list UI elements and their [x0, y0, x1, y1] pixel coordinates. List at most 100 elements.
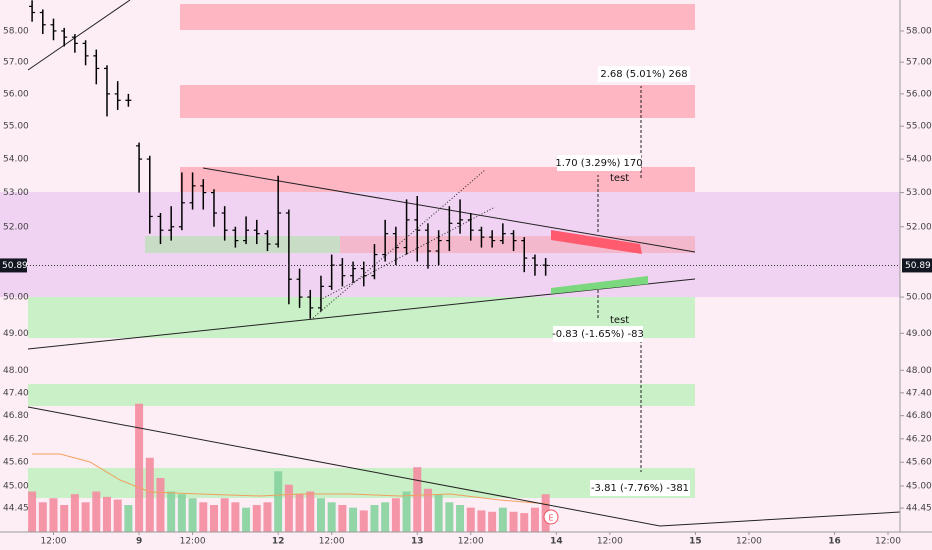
y-tick-label: 44.45 [3, 504, 29, 514]
annotation: 2.68 (5.01%) 268 [600, 69, 687, 80]
trend-line [27, 406, 901, 527]
volume-bar [520, 513, 529, 532]
y-tick-label: 52.00 [906, 222, 932, 232]
x-tick-label: 12:00 [875, 537, 901, 547]
zone [180, 167, 695, 192]
volume-bar [413, 467, 422, 532]
y-tick-label: 47.40 [3, 388, 29, 398]
volume-bar [359, 510, 368, 532]
axes: 58.00 58.00 57.00 57.00 56.00 56.00 55.00 55.00… [0, 26, 932, 547]
drawings [27, 0, 901, 527]
volume-bar [445, 502, 454, 532]
y-tick-label: 53.00 [3, 188, 29, 198]
x-tick-label: 12:00 [736, 537, 762, 547]
x-tick-label: 12 [272, 537, 285, 547]
volume-bar [338, 505, 347, 532]
annotation: 1.70 (3.29%) 170 [555, 158, 642, 169]
y-tick-label: 45.60 [906, 458, 932, 468]
volume-bar [60, 505, 69, 532]
volume-bar [209, 505, 218, 532]
price-bars [29, 0, 549, 319]
y-tick-label: 54.00 [906, 155, 932, 165]
y-tick-label: 48.00 [906, 366, 932, 376]
volume-bar [252, 505, 261, 532]
volume-bar [530, 507, 539, 532]
annotation: -0.83 (-1.65%) -83 [552, 329, 644, 340]
x-tick-label: 14 [550, 537, 563, 547]
volume-bar [284, 484, 293, 532]
y-tick-label: 48.00 [3, 366, 29, 376]
volume-bar [92, 491, 101, 532]
volume-bar [477, 510, 486, 532]
volume-bar [177, 494, 186, 532]
volume-bar [349, 507, 358, 532]
annotations: 2.68 (5.01%) 268 1.70 (3.29%) 170 test t… [543, 66, 690, 525]
trend-line [27, 278, 696, 350]
y-tick-label: 55.00 [3, 122, 29, 132]
volume-bar [231, 502, 240, 532]
volume-bar [263, 502, 272, 532]
volume-bar [498, 507, 507, 532]
short-box [551, 230, 642, 254]
trend-line [27, 0, 131, 71]
annotation: -3.81 (-7.76%) -381 [591, 483, 689, 494]
y-tick-label: 46.80 [906, 411, 932, 421]
volume-bar [274, 471, 283, 532]
x-tick-label: 12:00 [180, 537, 206, 547]
volume-bar [423, 488, 432, 532]
label-box [553, 326, 643, 342]
volume-bar [49, 498, 58, 532]
y-tick-label: 56.00 [906, 89, 932, 99]
volume-bar [242, 507, 251, 532]
last-price-label: 50.89 [2, 261, 28, 271]
last-price-label: 50.89 [905, 261, 931, 271]
volume-bar [70, 494, 79, 532]
zone [145, 236, 340, 253]
zone [180, 4, 695, 30]
zone [180, 85, 695, 118]
y-tick-label: 50.00 [906, 293, 932, 303]
volume-bar [156, 478, 165, 532]
x-tick-label: 12:00 [458, 537, 484, 547]
y-tick-label: 58.00 [3, 26, 29, 36]
earnings-marker [543, 509, 559, 525]
y-tick-label: 45.00 [906, 481, 932, 491]
volume-bar [145, 457, 154, 532]
label-box [590, 480, 690, 496]
volume-bar [509, 511, 518, 532]
y-tick-label: 52.00 [3, 222, 29, 232]
earnings-label: E [548, 514, 553, 523]
volume-bar [220, 498, 229, 532]
x-tick-label: 9 [136, 537, 142, 547]
y-tick-label: 45.60 [3, 458, 29, 468]
channel-line [319, 206, 496, 301]
volume-bar [113, 499, 122, 532]
y-tick-label: 57.00 [906, 58, 932, 68]
last-price-box [902, 258, 932, 273]
volume-bar [306, 491, 315, 532]
volume-bar [199, 502, 208, 532]
volume-bar [434, 494, 443, 532]
y-tick-label: 46.20 [3, 434, 29, 444]
y-tick-label: 46.20 [906, 434, 932, 444]
volume-bar [295, 494, 304, 532]
y-tick-label: 45.00 [3, 481, 29, 491]
annotation: test [610, 173, 629, 184]
y-tick-label: 49.00 [3, 329, 29, 339]
y-tick-label: 56.00 [3, 89, 29, 99]
x-tick-label: 15 [689, 537, 702, 547]
x-tick-label: 12:00 [41, 537, 67, 547]
y-tick-label: 53.00 [906, 188, 932, 198]
x-tick-label: 13 [411, 537, 424, 547]
y-tick-label: 50.00 [3, 293, 29, 303]
volume-bar [102, 496, 111, 532]
volume-bar [81, 502, 90, 532]
volume-bar [188, 498, 197, 532]
y-tick-label: 57.00 [3, 58, 29, 68]
label-box [598, 66, 690, 82]
channel-line [312, 169, 486, 319]
annotation: test [610, 315, 629, 326]
volume-bar [381, 502, 390, 532]
volume-ma [32, 453, 549, 505]
